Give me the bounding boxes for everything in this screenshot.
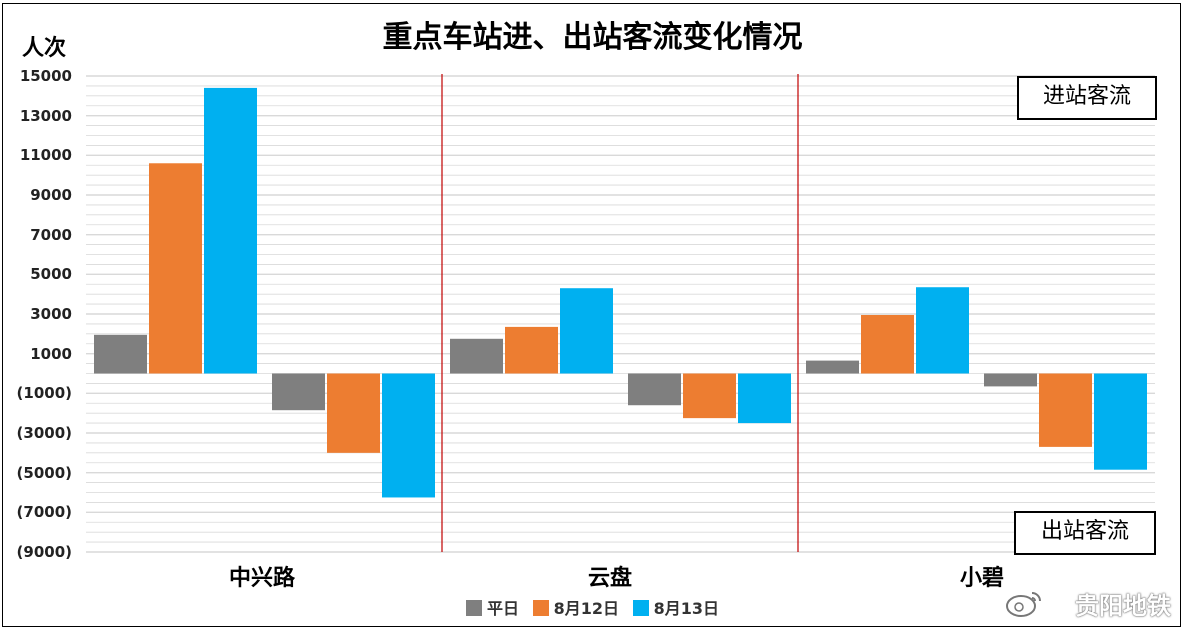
- bar-outbound-0-1: [628, 373, 681, 406]
- legend-item-aug12: 8月12日: [532, 595, 619, 619]
- y-tick-label: 11000: [19, 146, 72, 165]
- bar-inbound-1-1: [505, 326, 558, 374]
- y-tick-label: (7000): [16, 503, 72, 522]
- category-label-xiaobi: 小碧: [959, 565, 1004, 591]
- outbound-flow-box: 出站客流: [1014, 511, 1156, 555]
- bar-inbound-2-2: [916, 287, 969, 374]
- bar-inbound-0-1: [450, 338, 503, 374]
- legend-label-aug12: 8月12日: [553, 599, 619, 618]
- weibo-icon: [1006, 592, 1041, 617]
- category-label-yunpan: 云盘: [587, 565, 632, 591]
- y-tick-label: 15000: [19, 67, 72, 85]
- legend-swatch-aug13: [632, 600, 649, 616]
- legend-label-aug13: 8月13日: [653, 599, 719, 618]
- bar-inbound-2-0: [204, 87, 257, 374]
- legend-swatch-aug12: [532, 600, 549, 616]
- bar-outbound-0-2: [984, 373, 1037, 387]
- grid-lines: [86, 75, 1155, 553]
- y-tick-label: (9000): [16, 543, 72, 561]
- legend-item-aug13: 8月13日: [632, 595, 719, 619]
- bar-inbound-0-2: [806, 360, 859, 374]
- y-tick-label: (5000): [16, 463, 72, 482]
- legend-item-weekday: 平日: [466, 595, 519, 619]
- bar-outbound-0-0: [272, 373, 325, 411]
- y-axis-unit-label: 人次: [22, 35, 67, 61]
- y-tick-label: (3000): [16, 424, 72, 442]
- legend-label-weekday: 平日: [487, 599, 520, 618]
- bar-outbound-1-2: [1039, 373, 1092, 447]
- bar-outbound-2-2: [1094, 373, 1147, 470]
- inbound-flow-box: 进站客流: [1017, 76, 1157, 120]
- bar-outbound-1-1: [683, 373, 736, 419]
- y-tick-label: 1000: [30, 344, 72, 363]
- y-tick-label: 13000: [19, 106, 72, 125]
- y-tick-label: (1000): [16, 384, 72, 403]
- bar-inbound-0-0: [94, 334, 147, 374]
- bar-outbound-2-0: [382, 373, 435, 498]
- bar-inbound-1-2: [861, 314, 914, 374]
- legend: 平日 8月12日 8月13日: [0, 595, 1185, 619]
- category-label-zhongxinglu: 中兴路: [228, 565, 295, 591]
- bars: [94, 87, 1147, 498]
- chart-title: 重点车站进、出站客流变化情况: [382, 20, 803, 55]
- watermark-text: 贵阳地铁: [1075, 592, 1171, 620]
- y-tick-label: 3000: [30, 305, 72, 323]
- y-tick-label: 7000: [30, 225, 72, 244]
- bar-inbound-1-0: [149, 163, 202, 374]
- bar-outbound-1-0: [327, 373, 380, 453]
- legend-swatch-weekday: [466, 600, 482, 616]
- bar-inbound-2-1: [560, 288, 613, 374]
- bar-outbound-2-1: [738, 373, 791, 424]
- category-dividers: [441, 74, 799, 552]
- y-tick-label: 9000: [30, 186, 72, 204]
- y-tick-label: 5000: [30, 265, 72, 284]
